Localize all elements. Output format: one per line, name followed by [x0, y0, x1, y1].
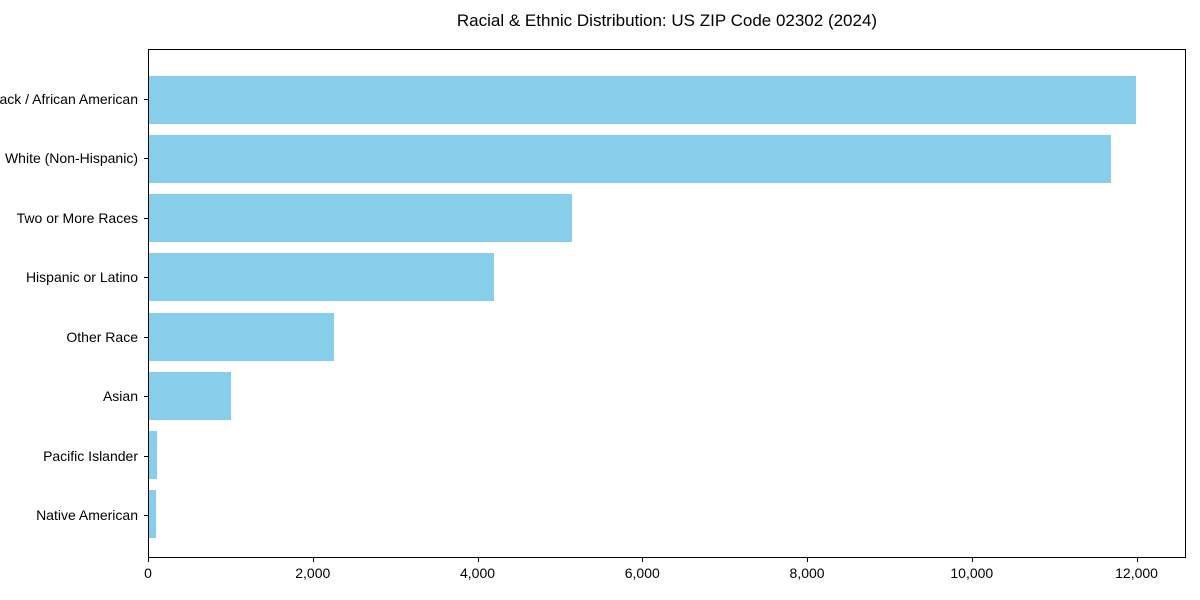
x-tick-label-10000: 10,000 — [950, 565, 994, 581]
x-tick-mark — [1136, 558, 1138, 562]
x-tick-label-6000: 6,000 — [624, 565, 660, 581]
y-tick-label-white-non-hispanic: White (Non-Hispanic) — [4, 150, 138, 167]
x-tick-mark — [477, 558, 479, 562]
bar-row-pacific-islander — [149, 426, 1185, 485]
y-tick-label-hispanic-or-latino: Hispanic or Latino — [25, 269, 138, 286]
y-tick-mark — [144, 217, 148, 219]
y-tick-mark — [144, 277, 148, 279]
plot-area — [148, 49, 1186, 558]
bar-row-white-non-hispanic — [149, 129, 1185, 188]
chart-title: Racial & Ethnic Distribution: US ZIP Cod… — [456, 11, 878, 30]
y-tick-label-two-or-more-races: Two or More Races — [16, 209, 138, 226]
x-tick-label-2000: 2,000 — [295, 565, 331, 581]
y-tick-label-pacific-islander: Pacific Islander — [43, 447, 138, 464]
x-tick-mark — [312, 558, 314, 562]
bar-row-other-race — [149, 307, 1185, 366]
bar-row-two-or-more-races — [149, 189, 1185, 248]
x-tick-mark — [971, 558, 973, 562]
bar-two-or-more-races — [149, 194, 573, 243]
x-tick-mark — [807, 558, 809, 562]
bar-black-african-american — [149, 75, 1136, 124]
y-tick-label-black-african-american: Black / African American — [0, 90, 138, 107]
bar-pacific-islander — [149, 431, 158, 480]
x-tick-mark — [148, 558, 149, 562]
x-tick-label-8000: 8,000 — [789, 565, 825, 581]
x-tick-label-4000: 4,000 — [459, 565, 496, 581]
y-tick-mark — [144, 396, 148, 398]
y-tick-label-asian: Asian — [102, 388, 138, 405]
bar-native-american — [149, 490, 156, 539]
y-tick-label-native-american: Native American — [36, 507, 138, 524]
y-tick-mark — [144, 336, 148, 338]
bar-white-non-hispanic — [149, 134, 1111, 183]
bar-row-black-african-american — [149, 70, 1185, 129]
y-tick-mark — [144, 515, 148, 517]
y-tick-mark — [144, 98, 148, 100]
x-tick-label-12000: 12,000 — [1115, 565, 1158, 581]
bar-hispanic-or-latino — [149, 253, 495, 302]
x-tick-mark — [642, 558, 644, 562]
y-tick-mark — [144, 158, 148, 160]
bar-row-asian — [149, 366, 1185, 425]
bar-row-hispanic-or-latino — [149, 248, 1185, 307]
y-tick-mark — [144, 455, 148, 457]
bar-other-race — [149, 312, 334, 361]
bar-asian — [149, 371, 232, 420]
bar-row-native-american — [149, 485, 1185, 544]
bars-container — [149, 50, 1185, 557]
y-tick-label-other-race: Other Race — [66, 328, 138, 345]
x-tick-label-0: 0 — [144, 565, 152, 581]
